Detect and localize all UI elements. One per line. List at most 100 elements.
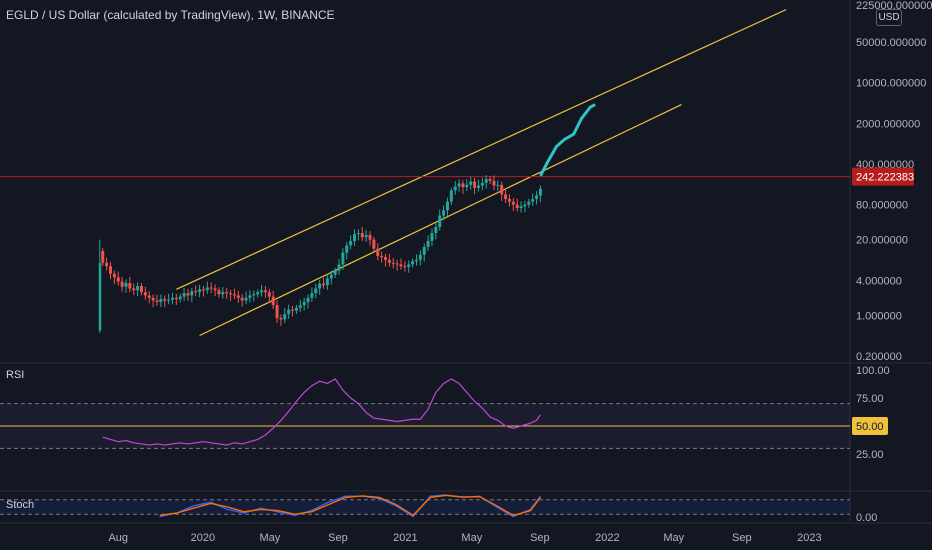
candle-body — [163, 299, 167, 301]
candle-body — [333, 270, 337, 275]
candle-body — [294, 307, 298, 311]
candle-body — [500, 184, 504, 195]
candle-body — [128, 282, 132, 289]
candle-body — [399, 264, 403, 267]
time-tick-label: Sep — [328, 532, 348, 544]
channel-lines[interactable] — [176, 9, 787, 337]
rsi-line — [102, 378, 541, 446]
candle-body — [418, 254, 422, 260]
candle-body — [488, 179, 492, 181]
candle-body — [476, 185, 480, 188]
candle-body — [531, 198, 535, 202]
price-axis[interactable]: 225000.000000 50000.000000 10000.000000 200… — [852, 0, 932, 363]
candle-body — [515, 204, 519, 209]
candle-body — [387, 259, 391, 263]
candle-body — [306, 297, 310, 302]
candle-body — [422, 246, 426, 255]
candle-body — [124, 282, 128, 287]
candle-body — [186, 293, 190, 296]
candle-body — [116, 277, 120, 282]
candle-body — [384, 257, 387, 260]
candle-body — [209, 287, 213, 289]
price-tick-label: 50000.000000 — [856, 37, 926, 49]
candle-body — [101, 250, 105, 263]
candle-body — [380, 255, 384, 258]
candle-body — [271, 296, 275, 306]
time-tick-label: 2020 — [191, 532, 215, 544]
stoch-tick-label: 0.00 — [856, 512, 877, 524]
candle-body — [291, 309, 295, 311]
candle-body — [190, 291, 194, 296]
time-axis[interactable]: Aug 2020 May Sep 2021 May Sep 2022 May Sep 2023 — [108, 532, 821, 544]
time-tick-label: 2023 — [797, 532, 821, 544]
candle-body — [132, 288, 136, 291]
chart-title: EGLD / US Dollar (calculated by TradingV… — [6, 8, 335, 22]
candle-body — [283, 314, 287, 320]
rsi-tick-label: 75.00 — [856, 393, 884, 405]
candle-body — [174, 297, 178, 300]
candle-body — [198, 289, 202, 293]
candle-body — [221, 292, 225, 295]
time-tick-label: 2021 — [393, 532, 417, 544]
candle-body — [353, 234, 357, 241]
candle-body — [337, 264, 341, 271]
rsi-series — [102, 378, 541, 446]
candle-body — [345, 245, 349, 253]
candle-body — [252, 294, 256, 296]
candle-body — [372, 239, 376, 249]
candle-body — [391, 262, 395, 264]
candle-body — [170, 297, 174, 300]
candle-body — [263, 290, 267, 293]
rsi-midline-label: 50.00 — [856, 421, 884, 433]
stoch-pane-label: Stoch — [6, 499, 35, 511]
candle-body — [457, 183, 461, 187]
candle-body — [395, 263, 399, 265]
currency-badge[interactable]: USD — [876, 9, 902, 26]
candle-body — [504, 194, 508, 199]
candle-body — [442, 210, 446, 216]
projection-path[interactable] — [539, 103, 596, 177]
time-tick-label: Aug — [108, 532, 128, 544]
rsi-band — [0, 403, 850, 449]
price-tick-label: 2000.000000 — [856, 118, 920, 130]
candle-body — [143, 292, 147, 296]
candle-body — [523, 204, 527, 207]
rsi-midline-badge — [852, 417, 888, 435]
candle-body — [310, 293, 314, 298]
candle-body — [426, 240, 430, 247]
candle-body — [322, 283, 326, 286]
candle-body — [155, 300, 159, 302]
candle-body — [159, 299, 163, 302]
channel-upper-line — [176, 9, 787, 290]
candle-body — [287, 309, 291, 315]
pane-separators — [0, 0, 932, 524]
time-tick-label: May — [461, 532, 482, 544]
candle-body — [461, 183, 465, 188]
candle-body — [302, 301, 306, 306]
rsi-tick-label: 100.00 — [856, 365, 890, 377]
candle-body — [279, 318, 283, 320]
candle-body — [368, 235, 372, 240]
candle-body — [414, 259, 418, 262]
rsi-axis: 100.00 75.00 50.00 25.00 — [852, 365, 890, 461]
candle-body — [484, 179, 488, 183]
candle-body — [178, 296, 182, 300]
candle-body — [236, 295, 240, 298]
time-tick-label: 2022 — [595, 532, 619, 544]
candle-body — [108, 266, 112, 274]
candle-body — [376, 248, 380, 256]
candle-body — [349, 240, 353, 246]
candle-body — [105, 262, 109, 267]
last-price-label: 242.222383 — [856, 172, 914, 184]
candle-body — [364, 235, 368, 238]
candle-body — [403, 266, 407, 268]
candle-body — [248, 295, 252, 298]
candle-body — [492, 180, 496, 186]
candle-body — [217, 290, 221, 295]
candle-body — [213, 288, 217, 291]
price-tick-label: 225000.000000 — [856, 0, 932, 12]
candle-body — [314, 288, 318, 294]
candle-body — [167, 299, 171, 301]
candle-body — [519, 206, 523, 209]
